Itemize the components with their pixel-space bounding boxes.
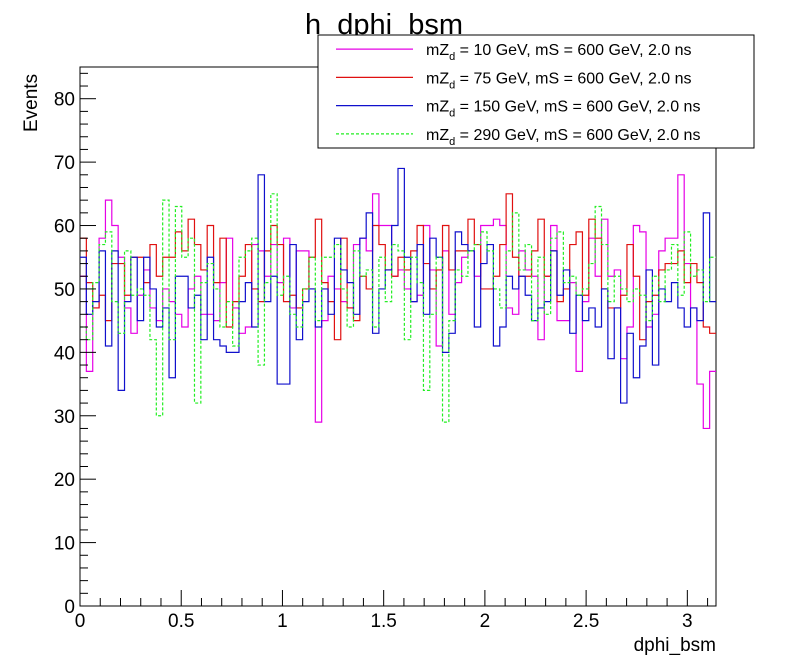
- x-axis-label: dphi_bsm: [634, 635, 716, 656]
- y-tick-label: 40: [54, 343, 75, 364]
- plot-frame: [79, 66, 717, 607]
- y-tick-label: 60: [54, 217, 75, 238]
- y-tick-label: 0: [64, 597, 75, 618]
- legend-label-4: mZd = 290 GeV, mS = 600 GeV, 2.0 ns: [426, 127, 700, 148]
- y-tick-label: 70: [54, 153, 75, 174]
- legend-label-2: mZd = 75 GeV, mS = 600 GeV, 2.0 ns: [426, 70, 692, 91]
- series-line-3: [80, 167, 716, 404]
- x-tick-label: 1: [277, 611, 288, 632]
- y-tick-label: 10: [54, 534, 75, 555]
- series-layer: [80, 167, 716, 430]
- x-tick-label: 2.5: [573, 611, 599, 632]
- x-tick-label: 1.5: [370, 611, 396, 632]
- y-tick-label: 30: [54, 407, 75, 428]
- legend-box: [317, 34, 755, 149]
- axis-layer: 0 10 20 30 40 50 60 70 80 0 0.5 1 1.5 2 2.5 3: [54, 72, 709, 632]
- x-tick-label: 0.5: [168, 611, 194, 632]
- series-line-4: [80, 193, 716, 423]
- y-tick-label: 50: [54, 280, 75, 301]
- legend-label-3: mZd = 150 GeV, mS = 600 GeV, 2.0 ns: [426, 99, 700, 120]
- x-tick-label: 2: [480, 611, 491, 632]
- x-tick-label: 0: [75, 611, 86, 632]
- x-tick-label: 3: [682, 611, 693, 632]
- legend-label-1: mZd = 10 GeV, mS = 600 GeV, 2.0 ns: [426, 42, 692, 63]
- y-tick-label: 80: [54, 90, 75, 111]
- legend: mZd = 10 GeV, mS = 600 GeV, 2.0 ns mZd = …: [317, 34, 755, 149]
- y-tick-label: 20: [54, 470, 75, 491]
- y-axis-label: Events: [21, 74, 42, 132]
